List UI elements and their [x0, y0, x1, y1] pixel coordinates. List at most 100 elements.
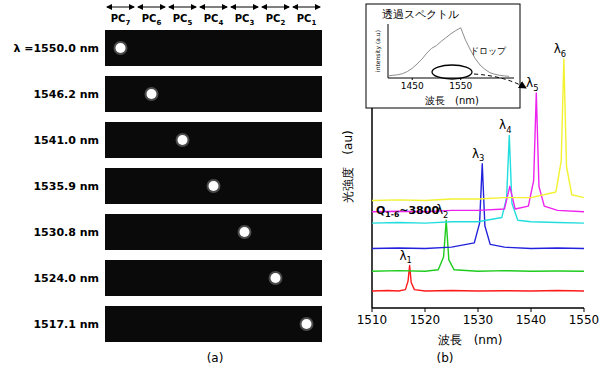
chart-title: 透過スペクトル [382, 8, 459, 21]
image-strip [105, 122, 322, 158]
spot-glow [176, 133, 190, 147]
peak-label: λ4 [499, 118, 511, 135]
text-sub: 5 [187, 19, 192, 27]
x-axis-label: 波長 (nm) [438, 333, 503, 347]
text-main: PC [142, 13, 157, 24]
column-label: PC3 [235, 13, 255, 27]
row-label: 1541.0 nm [33, 134, 99, 147]
column-label: PC6 [142, 13, 162, 27]
spot-glow [238, 225, 252, 239]
image-strip [105, 306, 322, 342]
column-label: PC4 [204, 13, 224, 27]
spectrum-line [372, 93, 584, 212]
row-label: 1546.2 nm [33, 88, 99, 101]
column-bracket [107, 7, 134, 8]
spectrum-line [372, 164, 584, 249]
row-label: 1535.9 nm [33, 180, 99, 193]
text-main: λ [554, 42, 561, 56]
text-sub: 6 [156, 19, 161, 27]
text-sub: 3 [479, 153, 484, 163]
light-spot [271, 273, 281, 283]
spot-glow [145, 87, 159, 101]
image-strip [105, 76, 322, 112]
column-label: PC7 [111, 13, 131, 27]
x-tick [584, 308, 585, 312]
column-bracket [293, 7, 320, 8]
x-tick-label: 1530 [463, 313, 494, 327]
inset-chart: 1450 1550 透過スペクトル波長 (nm) intensity (a.u) ドロッ… [374, 8, 514, 106]
text-sub: 6 [561, 49, 566, 59]
text-sub: 2 [280, 19, 285, 27]
figure: PC7PC6PC5PC4PC3PC2PC1λ =1550.0 nm1546.2 … [0, 0, 600, 369]
x-tick [425, 308, 426, 312]
peak-label: λ3 [472, 147, 484, 164]
row-label: 1524.0 nm [33, 272, 99, 285]
x-tick-label: 1450 [401, 81, 424, 91]
text-main: Q [376, 204, 385, 217]
spectrum-line [388, 28, 509, 77]
image-strip [105, 168, 322, 204]
column-bracket [138, 7, 165, 8]
peak-label: λ6 [554, 42, 566, 59]
q-annotation: Q1-6~3800 [376, 204, 439, 219]
image-strip [105, 260, 322, 296]
text-sub: 3 [249, 19, 254, 27]
row-label: λ =1550.0 nm [13, 42, 99, 55]
text-main: λ [472, 147, 479, 161]
text-main: λ [526, 76, 533, 90]
column-label: PC1 [297, 13, 317, 27]
column-bracket [169, 7, 196, 8]
text-main: PC [235, 13, 250, 24]
drop-label: ドロップ [470, 46, 507, 56]
column-label: PC2 [266, 13, 286, 27]
x-tick-label: 1520 [410, 313, 441, 327]
spot-glow [207, 179, 221, 193]
drop-ellipse [432, 65, 472, 79]
text-main: PC [111, 13, 126, 24]
text-sub: 1 [311, 19, 316, 27]
panel-a: PC7PC6PC5PC4PC3PC2PC1λ =1550.0 nm1546.2 … [13, 7, 322, 342]
plot-lines [388, 28, 509, 77]
x-tick-label: 1550 [449, 81, 472, 91]
column-bracket [231, 7, 258, 8]
caption: (b) [437, 351, 454, 365]
image-strip [105, 30, 322, 66]
spot-glow [300, 317, 314, 331]
text-main: PC [173, 13, 188, 24]
x-tick [372, 308, 373, 312]
column-bracket [262, 7, 289, 8]
light-spot [116, 43, 126, 53]
row-label: 1530.8 nm [33, 226, 99, 239]
row-label: 1517.1 nm [33, 318, 99, 331]
text-sub: 7 [125, 19, 130, 27]
light-spot [302, 319, 312, 329]
text-main: λ [399, 249, 406, 263]
light-spot [147, 89, 157, 99]
spectrum-line [372, 266, 584, 291]
text-sub: 1-6 [385, 210, 399, 219]
light-spot [240, 227, 250, 237]
x-tick [478, 308, 479, 312]
caption: (a) [207, 351, 224, 365]
y-axis-label: intensity (a.u) [374, 30, 382, 72]
text-sub: 4 [218, 19, 223, 27]
x-tick [531, 308, 532, 312]
text-main: PC [204, 13, 219, 24]
y-axis-label: 光強度 (au) [341, 130, 355, 202]
text-sub: 4 [506, 125, 511, 135]
image-strip [105, 214, 322, 250]
spot-glow [114, 41, 128, 55]
x-tick [412, 78, 413, 80]
x-axis-label: 波長 (nm) [425, 95, 479, 106]
x-tick-label: 1540 [516, 313, 547, 327]
spot-glow [269, 271, 283, 285]
text-main: PC [297, 13, 312, 24]
text-main: λ [499, 118, 506, 132]
text-after: ~3800 [399, 204, 439, 217]
column-label: PC5 [173, 13, 193, 27]
y-axis [388, 24, 389, 78]
drop-arrow [474, 74, 526, 88]
peak-label: λ1 [399, 249, 411, 266]
text-main: PC [266, 13, 281, 24]
text-sub: 5 [533, 83, 538, 93]
